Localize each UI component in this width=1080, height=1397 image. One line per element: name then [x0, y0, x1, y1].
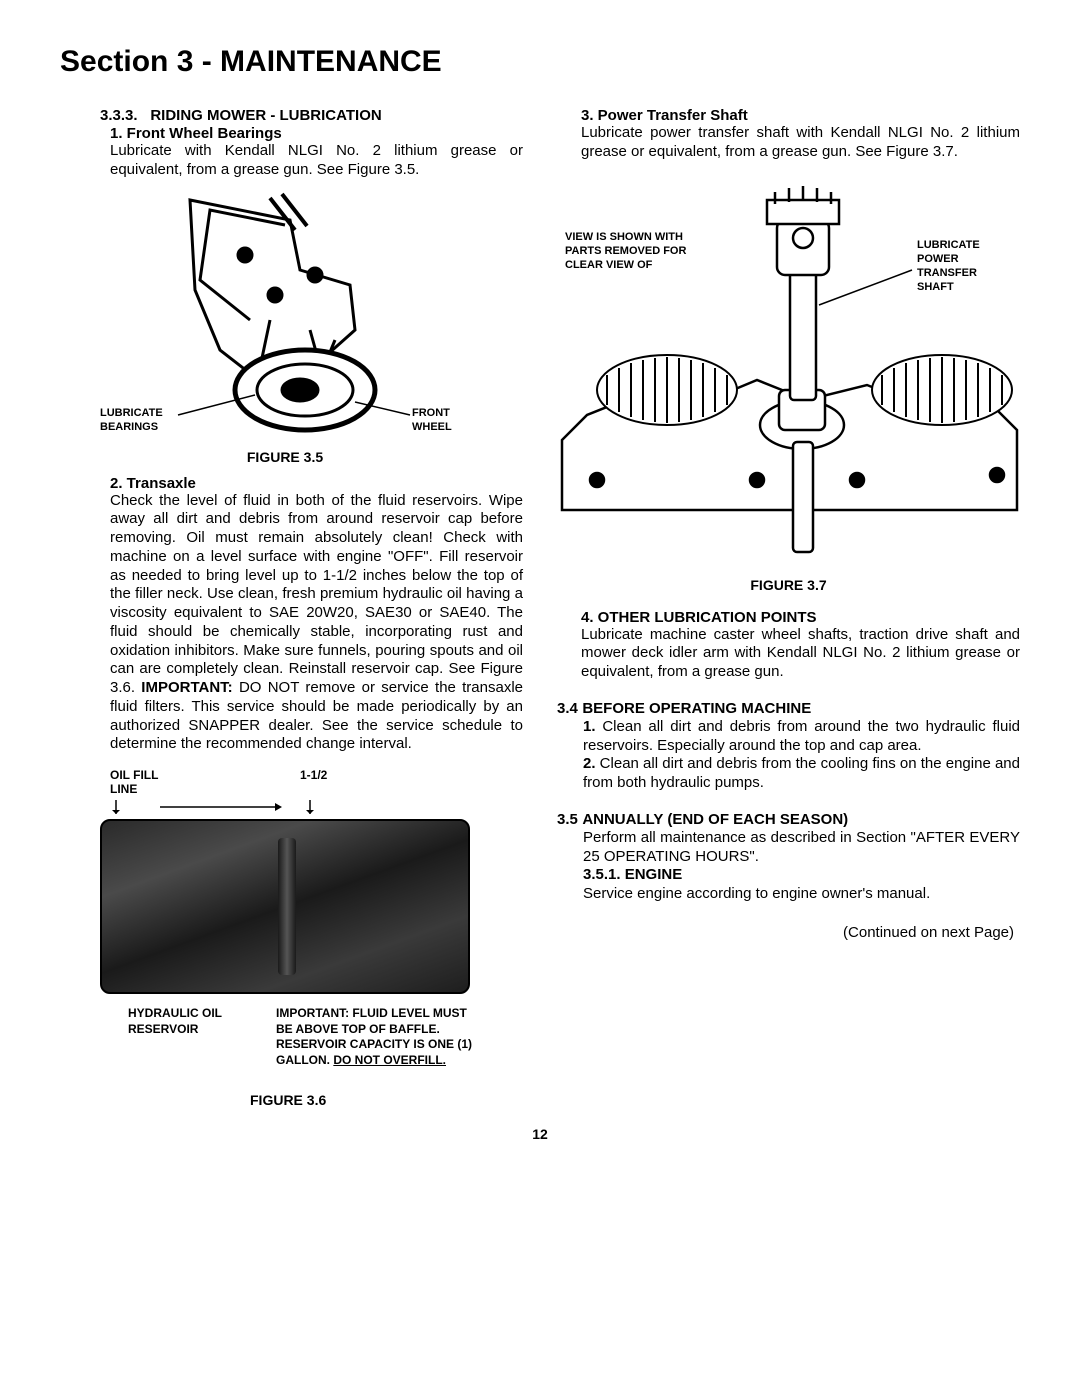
figure-3-7-svg: VIEW IS SHOWN WITH PARTS REMOVED FOR CLE…	[557, 180, 1027, 560]
page-number: 12	[60, 1126, 1020, 1142]
fig36-hydraulic-oil: HYDRAULIC OIL	[128, 1006, 248, 1022]
figure-3-5-caption: FIGURE 3.5	[100, 449, 470, 465]
section-3-4: 3.4 BEFORE OPERATING MACHINE 1. Clean al…	[557, 700, 1020, 793]
transaxle-title: 2. Transaxle	[110, 475, 523, 492]
section-3-5-1: 3.5.1. ENGINE Service engine according t…	[557, 866, 1020, 904]
fig36-important-4: GALLON.	[276, 1053, 333, 1067]
section-333-title-text: RIDING MOWER - LUBRICATION	[150, 107, 381, 124]
fig37-view-3: CLEAR VIEW OF	[565, 259, 653, 271]
figure-3-6: OIL FILL LINE 1-1/2 HYDRAULIC	[100, 768, 523, 1108]
fig35-label-lubricate: LUBRICATE	[100, 407, 163, 419]
fig36-arrows-svg	[100, 800, 470, 814]
sec34-1-num: 1.	[583, 718, 596, 735]
fig36-1-1-2: 1-1/2	[300, 768, 327, 782]
other-lubrication-body: Lubricate machine caster wheel shafts, t…	[581, 626, 1020, 682]
section-333-heading: 3.3.3. RIDING MOWER - LUBRICATION	[60, 107, 523, 125]
fig36-top-labels: OIL FILL LINE 1-1/2	[110, 768, 523, 796]
transaxle-body-text: Check the level of fluid in both of the …	[110, 492, 523, 697]
fig36-reservoir-image	[100, 819, 470, 994]
front-wheel-bearings-title: 1. Front Wheel Bearings	[110, 125, 523, 142]
power-transfer-shaft-title: 3. Power Transfer Shaft	[581, 107, 1020, 124]
sec35-number: 3.5	[557, 811, 578, 828]
continued-note: (Continued on next Page)	[557, 924, 1020, 943]
fig37-shaft: SHAFT	[917, 281, 954, 293]
sec34-title: BEFORE OPERATING MACHINE	[582, 700, 811, 717]
sec34-number: 3.4	[557, 700, 578, 717]
section-3-5: 3.5 ANNUALLY (END OF EACH SEASON) Perfor…	[557, 811, 1020, 904]
figure-3-5-svg: LUBRICATE BEARINGS FRONT WHEEL	[100, 190, 470, 440]
figure-3-5: LUBRICATE BEARINGS FRONT WHEEL FIGURE 3.…	[100, 190, 523, 465]
figure-3-6-caption: FIGURE 3.6	[250, 1092, 523, 1108]
section-333-4: 4. OTHER LUBRICATION POINTS Lubricate ma…	[557, 609, 1020, 682]
fig35-label-front: FRONT	[412, 407, 450, 419]
fig35-label-wheel: WHEEL	[412, 421, 452, 433]
other-lubrication-title: 4. OTHER LUBRICATION POINTS	[581, 609, 1020, 626]
fig36-line: LINE	[110, 782, 300, 796]
fig36-note: HYDRAULIC OIL RESERVOIR IMPORTANT: FLUID…	[128, 1006, 498, 1068]
section-333-1: 1. Front Wheel Bearings Lubricate with K…	[60, 125, 523, 180]
fig37-lubricate: LUBRICATE	[917, 239, 980, 251]
transaxle-body: Check the level of fluid in both of the …	[110, 492, 523, 755]
sec34-item-2: 2. Clean all dirt and debris from the co…	[557, 755, 1020, 793]
fig36-important-2: BE ABOVE TOP OF BAFFLE.	[276, 1022, 498, 1038]
fig37-power: POWER	[917, 253, 959, 265]
sec34-1-text: Clean all dirt and debris from around th…	[583, 718, 1020, 754]
fig36-important-1: IMPORTANT: FLUID LEVEL MUST	[276, 1006, 498, 1022]
fig37-view-1: VIEW IS SHOWN WITH	[565, 231, 683, 243]
page-title: Section 3 - MAINTENANCE	[60, 45, 1020, 79]
fig35-label-bearings: BEARINGS	[100, 421, 158, 433]
figure-3-7: VIEW IS SHOWN WITH PARTS REMOVED FOR CLE…	[557, 180, 1020, 593]
sec34-item-1: 1. Clean all dirt and debris from around…	[557, 718, 1020, 756]
fig36-do-not-overfill: DO NOT OVERFILL.	[333, 1053, 446, 1067]
transaxle-important-label: IMPORTANT:	[141, 679, 232, 696]
sec35-body: Perform all maintenance as described in …	[557, 829, 1020, 867]
two-column-layout: 3.3.3. RIDING MOWER - LUBRICATION 1. Fro…	[60, 107, 1020, 1108]
left-column: 3.3.3. RIDING MOWER - LUBRICATION 1. Fro…	[60, 107, 523, 1108]
front-wheel-bearings-body: Lubricate with Kendall NLGI No. 2 lithiu…	[110, 142, 523, 180]
fig37-view-2: PARTS REMOVED FOR	[565, 245, 686, 257]
fig36-baffle	[278, 838, 296, 975]
sec35-title: ANNUALLY (END OF EACH SEASON)	[582, 811, 848, 828]
fig36-oil-fill: OIL FILL	[110, 768, 300, 782]
fig37-transfer: TRANSFER	[917, 267, 977, 279]
fig36-important-3: RESERVOIR CAPACITY IS ONE (1)	[276, 1037, 498, 1053]
section-333-number: 3.3.3.	[100, 107, 138, 124]
sec34-2-text: Clean all dirt and debris from the cooli…	[583, 755, 1020, 791]
right-column: 3. Power Transfer Shaft Lubricate power …	[557, 107, 1020, 1108]
figure-3-7-caption: FIGURE 3.7	[557, 577, 1020, 593]
power-transfer-shaft-body: Lubricate power transfer shaft with Kend…	[581, 124, 1020, 162]
fig36-reservoir: RESERVOIR	[128, 1022, 248, 1038]
section-333-3: 3. Power Transfer Shaft Lubricate power …	[557, 107, 1020, 162]
section-333-2: 2. Transaxle Check the level of fluid in…	[60, 475, 523, 755]
sec34-2-num: 2.	[583, 755, 596, 772]
sec351-title: 3.5.1. ENGINE	[583, 866, 1020, 885]
sec351-body: Service engine according to engine owner…	[583, 885, 1020, 904]
